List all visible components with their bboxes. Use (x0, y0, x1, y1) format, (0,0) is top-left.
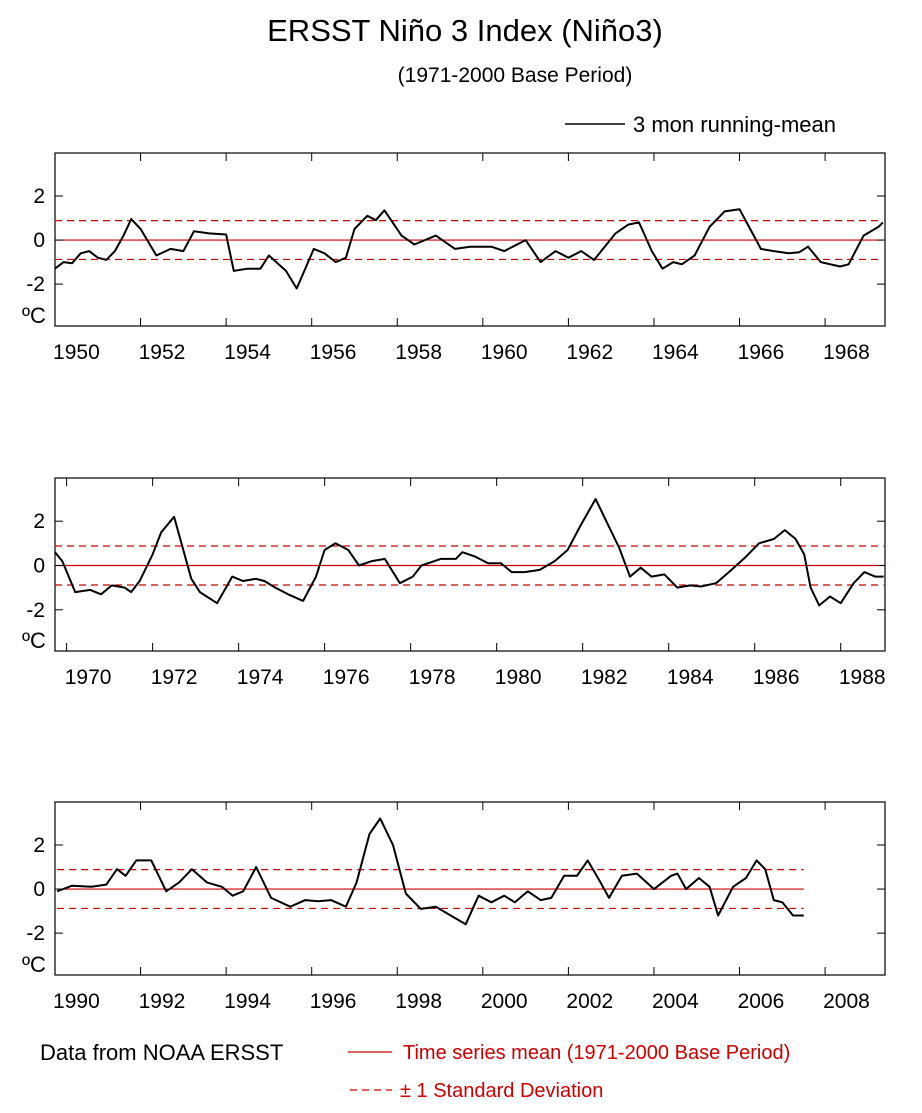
x-tick-label: 1976 (323, 666, 370, 689)
chart-title: ERSST Niño 3 Index (Niño3) (267, 13, 663, 48)
x-tick-label: 1966 (738, 341, 785, 364)
chart-subtitle: (1971-2000 Base Period) (398, 64, 633, 87)
y-tick-label: 2 (33, 185, 45, 208)
y-tick-label: -2 (26, 273, 45, 296)
y-tick-label: 0 (33, 878, 45, 901)
y-tick-label: 0 (33, 229, 45, 252)
y-unit-label: ºC (22, 628, 46, 653)
y-tick-label: -2 (26, 922, 45, 945)
x-tick-label: 1984 (667, 666, 714, 689)
x-tick-label: 1996 (310, 990, 357, 1013)
y-tick-label: -2 (26, 599, 45, 622)
data-line (54, 498, 884, 607)
source-note: Data from NOAA ERSST (40, 1040, 283, 1065)
x-tick-label: 1986 (753, 666, 800, 689)
y-tick-label: 2 (33, 834, 45, 857)
x-tick-label: 1990 (53, 990, 100, 1013)
x-tick-label: 1994 (224, 990, 271, 1013)
x-tick-label: 1970 (65, 666, 112, 689)
legend-label: 3 mon running-mean (633, 112, 836, 137)
x-tick-label: 1980 (495, 666, 542, 689)
x-tick-label: 1978 (409, 666, 456, 689)
data-line (56, 817, 804, 926)
x-tick-label: 1960 (481, 341, 528, 364)
mean-legend-label: Time series mean (1971-2000 Base Period) (403, 1042, 790, 1064)
x-tick-label: 1952 (139, 341, 186, 364)
x-tick-label: 2006 (738, 990, 785, 1013)
x-tick-label: 1964 (652, 341, 699, 364)
y-tick-label: 2 (33, 510, 45, 533)
x-tick-label: 2004 (652, 990, 699, 1013)
y-tick-label: 0 (33, 554, 45, 577)
x-tick-label: 1988 (839, 666, 886, 689)
x-tick-label: 1962 (566, 341, 613, 364)
x-tick-label: 1974 (237, 666, 284, 689)
x-tick-label: 1998 (395, 990, 442, 1013)
x-tick-label: 1956 (310, 341, 357, 364)
x-tick-label: 1954 (224, 341, 271, 364)
x-tick-label: 1958 (395, 341, 442, 364)
x-tick-label: 2000 (481, 990, 528, 1013)
data-line (54, 208, 884, 290)
plot-frame (54, 801, 886, 976)
x-tick-label: 1982 (581, 666, 628, 689)
y-unit-label: ºC (22, 952, 46, 977)
x-tick-label: 1950 (53, 341, 100, 364)
x-tick-label: 2002 (566, 990, 613, 1013)
x-tick-label: 1972 (151, 666, 198, 689)
x-tick-label: 1992 (139, 990, 186, 1013)
y-unit-label: ºC (22, 303, 46, 328)
x-tick-label: 2008 (823, 990, 870, 1013)
plot-frame (54, 477, 886, 652)
std-legend-label: ± 1 Standard Deviation (400, 1080, 603, 1102)
x-tick-label: 1968 (823, 341, 870, 364)
